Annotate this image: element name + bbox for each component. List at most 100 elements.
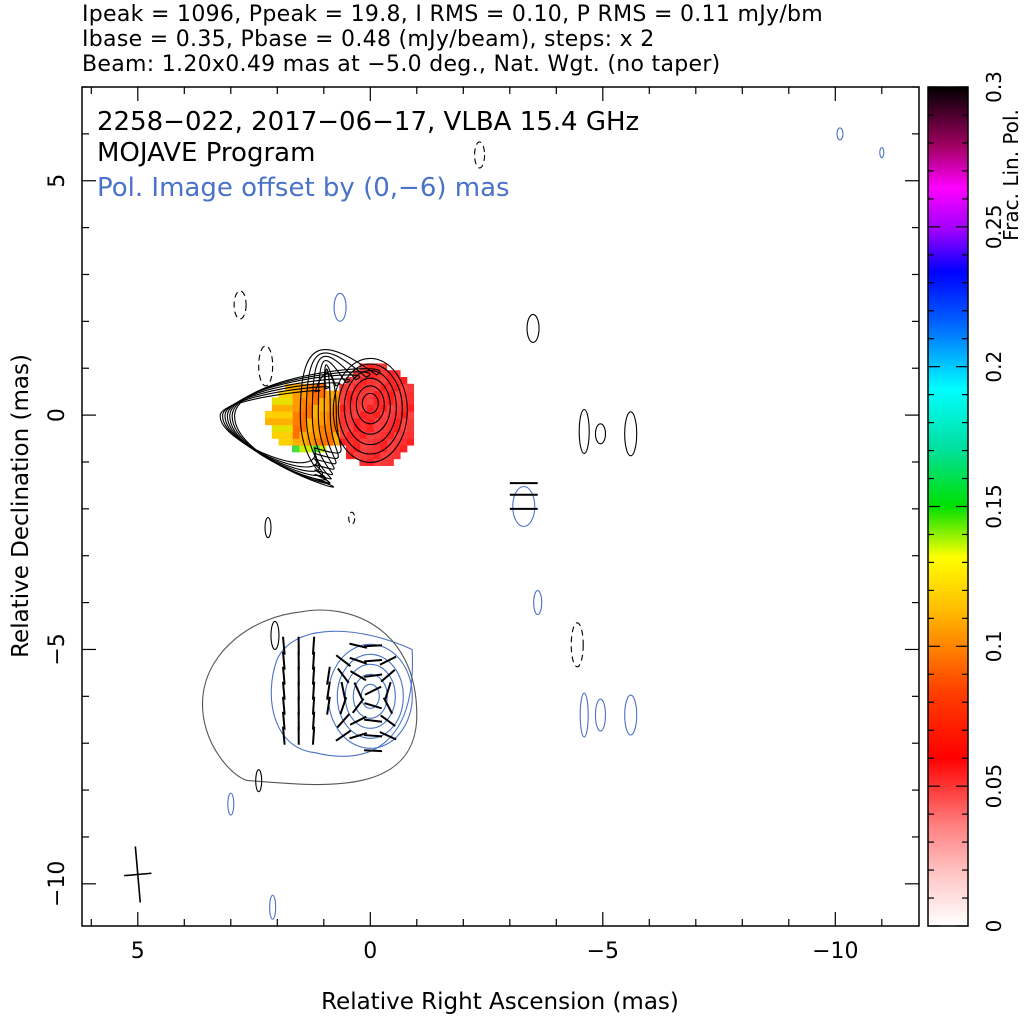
fracpol-pixel	[339, 424, 347, 432]
noise-contour	[594, 698, 607, 732]
stokes-i-contours	[219, 349, 408, 488]
noise-contour	[255, 769, 263, 793]
fracpol-pixel	[366, 404, 374, 412]
noise-contour	[570, 622, 584, 668]
evpa-vector	[326, 681, 331, 700]
colorbar-tick-label: 0	[982, 920, 1006, 933]
fracpol-pixel	[359, 458, 367, 466]
fracpol-pixel	[305, 410, 313, 419]
fracpol-pixel	[292, 397, 300, 405]
fracpol-pixel	[359, 410, 367, 419]
fracpol-pixel	[359, 438, 367, 446]
fracpol-pixel	[359, 377, 367, 385]
evpa-vector	[364, 644, 383, 648]
fracpol-pixel	[319, 438, 327, 446]
fracpol-pixel	[386, 410, 394, 419]
fracpol-pixel	[298, 404, 307, 412]
fracpol-pixel	[278, 438, 286, 446]
fracpol-pixel	[386, 451, 394, 460]
fracpol-pixel	[339, 383, 347, 392]
x-tick-label: −5	[587, 939, 619, 964]
fracpol-pixel	[292, 390, 300, 399]
stokes-i-envelope	[231, 352, 371, 485]
fracpol-pixel	[265, 410, 273, 419]
fracpol-pixel	[345, 383, 354, 392]
fracpol-pixel	[352, 438, 361, 446]
fracpol-pixel	[339, 397, 347, 405]
fracpol-pixel	[372, 390, 381, 399]
evpa-vector	[364, 702, 382, 710]
colorbar-tick-label: 0.25	[982, 205, 1006, 250]
fracpol-pixel	[393, 438, 401, 446]
fracpol-pixel	[359, 390, 367, 399]
fracpol-pixel	[366, 444, 374, 453]
fracpol-pixel	[399, 444, 408, 453]
fracpol-pixel	[379, 377, 388, 385]
noise-contour	[879, 147, 885, 159]
fracpol-pixel	[345, 424, 354, 432]
evpa-vector	[282, 696, 286, 715]
fracpol-pixel	[386, 390, 394, 399]
pol-contour	[352, 673, 388, 719]
fracpol-pixel	[312, 410, 320, 419]
colorbar-tick-label: 0.05	[982, 764, 1006, 809]
plot-frame	[81, 86, 920, 927]
fracpol-pixel	[386, 458, 394, 466]
fracpol-pixel	[366, 438, 374, 446]
fracpol-pixel	[298, 438, 307, 446]
evpa-vector	[326, 696, 331, 715]
fracpol-pixel	[372, 370, 381, 378]
fracpol-pixel	[325, 431, 334, 439]
fracpol-pixel	[386, 383, 394, 392]
pol-contour	[336, 653, 404, 739]
noise-contour	[264, 517, 272, 539]
noise-contour	[269, 894, 277, 920]
fracpol-pixel	[312, 390, 320, 399]
x-axis-label: Relative Right Ascension (mas)	[321, 989, 679, 1015]
evpa-vector	[335, 729, 352, 742]
fracpol-pixel	[372, 431, 381, 439]
fracpol-pixel	[305, 397, 313, 405]
fracpol-pixel	[305, 431, 313, 439]
fracpol-pixel	[372, 404, 381, 412]
fracpol-pixel	[325, 397, 334, 405]
colorbar-tick-label: 0.3	[982, 71, 1006, 103]
stokes-i-contour	[332, 357, 408, 463]
noise-contour	[270, 620, 280, 650]
fracpol-pixel	[292, 431, 300, 439]
fracpol-pixel	[285, 438, 293, 446]
evpa-vector	[380, 669, 396, 683]
noise-contour	[836, 127, 844, 141]
fracpol-pixel	[386, 431, 394, 439]
fracpol-pixel	[379, 417, 388, 426]
fracpol-pixel	[305, 417, 313, 426]
fracpol-pixel	[379, 404, 388, 412]
fracpol-pixel	[298, 410, 307, 419]
noise-contour	[333, 292, 347, 322]
evpa-vector	[364, 659, 383, 663]
evpa-vector	[351, 697, 365, 714]
fracpol-pixel	[352, 370, 361, 378]
fracpol-pixel	[285, 417, 293, 426]
fracpol-pixel	[319, 390, 327, 399]
fracpol-pixel	[379, 451, 388, 460]
fracpol-pixel	[359, 451, 367, 460]
evpa-vector	[349, 715, 367, 726]
fracpol-pixel	[393, 397, 401, 405]
fracpol-pixel	[399, 410, 408, 419]
fracpol-pixel	[305, 390, 313, 399]
fracpol-pixel	[298, 390, 307, 399]
fracpol-pixel	[366, 424, 374, 432]
fracpol-pixel	[379, 424, 388, 432]
fracpol-pixel	[312, 424, 320, 432]
fracpol-pixel	[345, 444, 354, 453]
fracpol-pixel	[352, 383, 361, 392]
program-annotation: MOJAVE Program	[97, 138, 315, 168]
fracpol-pixel	[379, 410, 388, 419]
fracpol-pixel	[325, 438, 334, 446]
fracpol-pixel	[292, 417, 300, 426]
fracpol-pixel	[278, 417, 286, 426]
fracpol-pixel	[359, 363, 367, 371]
colorbar-tick-label: 0.1	[982, 630, 1006, 662]
